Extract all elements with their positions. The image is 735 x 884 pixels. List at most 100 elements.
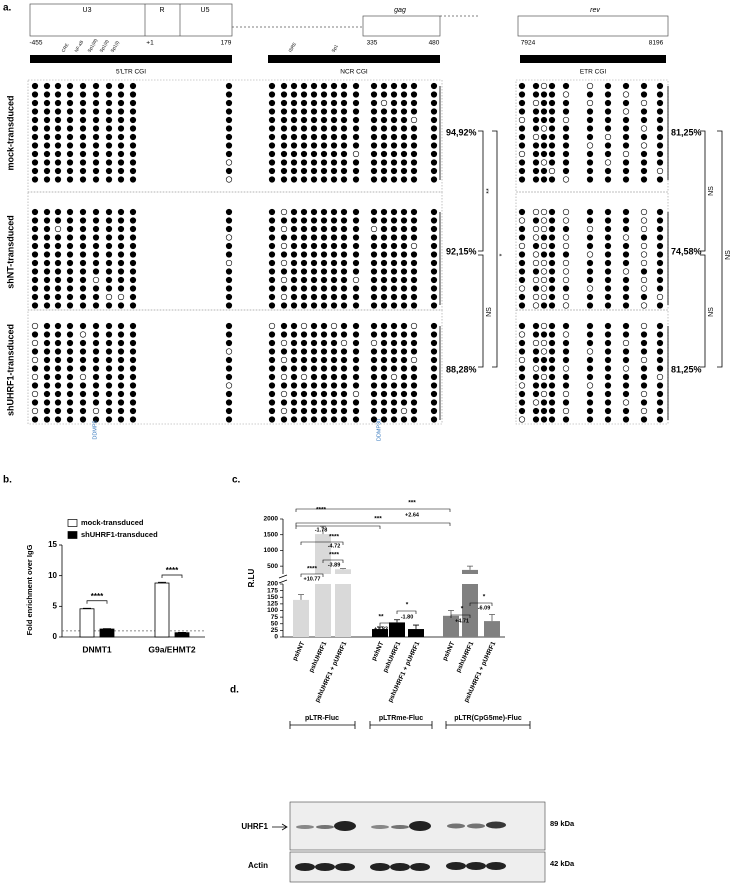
cpg-site xyxy=(129,390,137,398)
cgi-bars xyxy=(30,55,666,63)
cpg-site xyxy=(400,99,408,107)
cpg-site xyxy=(656,416,664,423)
cpg-site xyxy=(92,399,100,406)
cpg-site xyxy=(548,82,556,90)
cpg-site xyxy=(330,416,338,423)
cpg-site xyxy=(390,167,398,175)
cpg-site xyxy=(320,365,328,372)
cpg-site xyxy=(310,276,318,284)
cpg-site xyxy=(410,91,418,98)
cpg-site xyxy=(532,407,540,415)
cpg-site xyxy=(540,167,548,175)
cpg-site xyxy=(656,116,664,124)
cpg-site xyxy=(532,159,540,166)
cpg-site xyxy=(268,285,276,292)
cpg-site xyxy=(604,217,612,224)
sig-bracket xyxy=(379,622,398,626)
cpg-site xyxy=(380,365,388,372)
cpg-site xyxy=(532,293,540,301)
cpg-site xyxy=(532,302,540,309)
cpg-site xyxy=(586,217,594,224)
cpg-site xyxy=(586,268,594,275)
cpg-site xyxy=(562,150,570,158)
cpg-site xyxy=(105,285,113,292)
cpg-site xyxy=(586,390,594,398)
cpg-site xyxy=(380,382,388,389)
cpg-site xyxy=(656,108,664,115)
cpg-site xyxy=(370,365,378,372)
cpg-site xyxy=(117,208,125,216)
cpg-site xyxy=(280,208,288,216)
cpg-site xyxy=(656,242,664,250)
bar xyxy=(408,629,424,637)
cpg-site xyxy=(320,302,328,309)
cpg-site xyxy=(640,116,648,124)
cpg-site xyxy=(352,251,360,258)
cpg-site xyxy=(410,365,418,372)
axis-break xyxy=(278,574,288,584)
cpg-site xyxy=(640,293,648,301)
cpg-site xyxy=(330,159,338,166)
cpg-site xyxy=(562,167,570,175)
cpg-site xyxy=(43,167,51,175)
cpg-site xyxy=(310,159,318,166)
cpg-site xyxy=(43,390,51,398)
cpg-site xyxy=(66,322,74,330)
cpg-site xyxy=(430,276,438,284)
cpg-site xyxy=(380,108,388,115)
cpg-site xyxy=(532,356,540,364)
cpg-site xyxy=(540,416,548,423)
cpg-site xyxy=(390,416,398,423)
cpg-site xyxy=(129,399,137,406)
cpg-site xyxy=(604,365,612,372)
cpg-site xyxy=(390,217,398,224)
cpg-site xyxy=(268,208,276,216)
cpg-site xyxy=(604,416,612,423)
cpg-site xyxy=(290,365,298,372)
cpg-site xyxy=(640,108,648,115)
band xyxy=(409,821,431,831)
cpg-site xyxy=(117,176,125,183)
band xyxy=(391,825,409,829)
cpg-site xyxy=(622,91,630,98)
cpg-site xyxy=(380,276,388,284)
cpg-site xyxy=(310,348,318,355)
cpg-site xyxy=(430,150,438,158)
cpg-site xyxy=(117,365,125,372)
cpg-site xyxy=(604,339,612,347)
cpg-site xyxy=(79,208,87,216)
cpg-site xyxy=(225,407,233,415)
cpg-site xyxy=(129,276,137,284)
cpg-site xyxy=(225,382,233,389)
cpg-site xyxy=(400,365,408,372)
cpg-site xyxy=(54,331,62,338)
cpg-site xyxy=(268,234,276,241)
error-bar xyxy=(489,614,495,622)
sig-bracket xyxy=(322,559,344,563)
primer-label: DDMP5 xyxy=(92,420,98,439)
cpg-site xyxy=(390,276,398,284)
cpg-site xyxy=(300,302,308,309)
cpg-site xyxy=(268,142,276,149)
cpg-site xyxy=(604,125,612,132)
cpg-site xyxy=(79,268,87,275)
cpg-site xyxy=(66,159,74,166)
cpg-site xyxy=(586,91,594,98)
cpg-site xyxy=(79,150,87,158)
cpg-site xyxy=(656,150,664,158)
cpg-site xyxy=(330,322,338,330)
cpg-site xyxy=(640,390,648,398)
cpg-site xyxy=(430,293,438,301)
cpg-site xyxy=(540,225,548,233)
cpg-site xyxy=(518,217,526,224)
cpg-site xyxy=(310,234,318,241)
cpg-site xyxy=(129,416,137,423)
cpg-site xyxy=(622,133,630,141)
cpg-site xyxy=(117,382,125,389)
cpg-site xyxy=(117,108,125,115)
band xyxy=(486,821,506,829)
cpg-site xyxy=(604,348,612,355)
cpg-site xyxy=(586,159,594,166)
cpg-site xyxy=(31,382,39,389)
cpg-site xyxy=(340,217,348,224)
